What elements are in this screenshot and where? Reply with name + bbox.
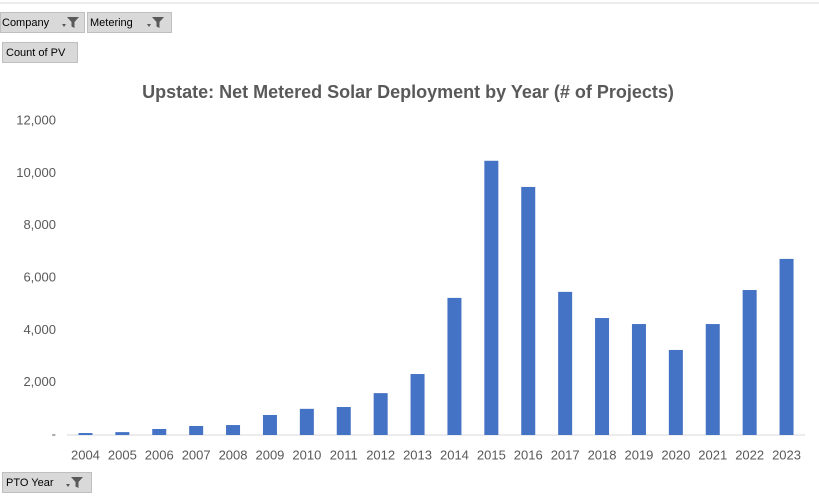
company-filter-label: Company [2, 17, 50, 29]
bar [336, 407, 351, 435]
bar [705, 324, 720, 435]
x-tick-label: 2021 [698, 447, 727, 462]
y-tick-label: 8,000 [23, 217, 56, 232]
bar [152, 428, 167, 435]
x-tick-label: 2019 [624, 447, 653, 462]
metering-filter-button[interactable] [87, 12, 172, 33]
value-field-button[interactable] [2, 42, 78, 63]
x-tick-label: 2005 [108, 447, 137, 462]
bar [262, 414, 277, 435]
bar [521, 186, 536, 435]
chart-title: Upstate: Net Metered Solar Deployment by… [142, 82, 674, 102]
x-tick-label: 2007 [182, 447, 211, 462]
y-tick-label: 10,000 [16, 165, 56, 180]
x-tick-label: 2017 [551, 447, 580, 462]
x-tick-label: 2009 [255, 447, 284, 462]
bar [668, 349, 683, 435]
bar [115, 432, 130, 435]
bar [779, 258, 794, 435]
axis-field-button[interactable] [2, 472, 92, 493]
bar [410, 374, 425, 435]
filter-icon [62, 17, 79, 28]
bar [631, 324, 646, 435]
x-tick-label: 2022 [735, 447, 764, 462]
x-tick-label: 2016 [514, 447, 543, 462]
x-tick-label: 2008 [219, 447, 248, 462]
company-filter-button[interactable] [0, 12, 85, 33]
x-tick-label: 2015 [477, 447, 506, 462]
value-field-label: Count of PV [6, 47, 66, 59]
bar [78, 433, 93, 435]
bar [447, 297, 462, 435]
bar [742, 290, 757, 435]
metering-filter-label: Metering [90, 17, 133, 29]
x-tick-label: 2023 [772, 447, 801, 462]
x-tick-label: 2011 [330, 447, 358, 462]
y-tick-label: 2,000 [23, 374, 56, 389]
x-tick-label: 2006 [145, 447, 174, 462]
bar [558, 291, 573, 435]
y-tick-label: - [52, 426, 56, 441]
filter-icon [147, 17, 164, 28]
bar [189, 425, 204, 435]
bar [299, 408, 314, 435]
axis-field-label: PTO Year [6, 477, 54, 489]
bar [595, 318, 610, 435]
x-tick-label: 2012 [366, 447, 395, 462]
x-tick-label: 2010 [292, 447, 321, 462]
bar [226, 425, 241, 435]
y-tick-label: 12,000 [16, 112, 56, 127]
bar [373, 393, 388, 435]
filter-icon [66, 477, 83, 488]
y-tick-label: 6,000 [23, 269, 56, 284]
x-tick-label: 2004 [71, 447, 100, 462]
bar [484, 160, 499, 436]
x-tick-label: 2020 [661, 447, 690, 462]
x-tick-label: 2018 [588, 447, 617, 462]
y-tick-label: 4,000 [23, 322, 56, 337]
x-tick-label: 2014 [440, 447, 469, 462]
x-tick-label: 2013 [403, 447, 432, 462]
